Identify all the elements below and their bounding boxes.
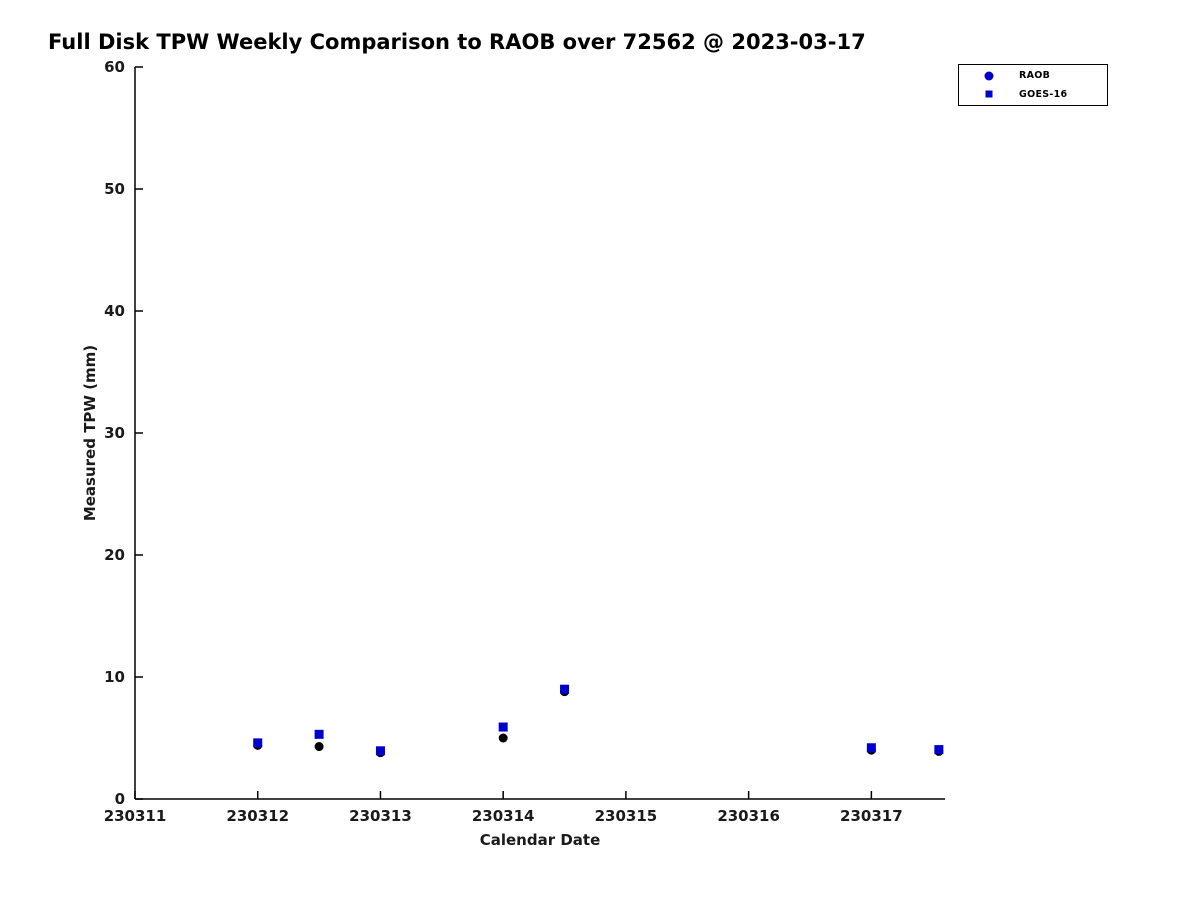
legend-item-goes16: GOES-16 (959, 86, 1107, 102)
data-point-goes16 (934, 745, 944, 755)
data-point-goes16 (314, 729, 324, 739)
chart-title: Full Disk TPW Weekly Comparison to RAOB … (48, 30, 866, 54)
data-point-goes16 (253, 738, 263, 748)
y-tick-label: 40 (104, 302, 125, 320)
x-tick-label: 230314 (472, 807, 535, 825)
legend-label-raob: RAOB (1019, 70, 1051, 82)
y-tick-label: 60 (104, 58, 125, 76)
y-tick-label: 10 (104, 668, 125, 686)
x-tick-label: 230311 (104, 807, 167, 825)
x-tick-label: 230313 (349, 807, 412, 825)
x-tick-label: 230316 (717, 807, 780, 825)
y-tick-label: 20 (104, 546, 125, 564)
legend: RAOB GOES-16 (958, 64, 1108, 106)
data-point-raob (498, 733, 508, 743)
y-tick-label: 30 (104, 424, 125, 442)
y-axis-label: Measured TPW (mm) (81, 344, 99, 522)
x-tick-label: 230315 (595, 807, 658, 825)
legend-label-goes16: GOES-16 (1019, 88, 1068, 100)
y-tick-label: 50 (104, 180, 125, 198)
x-tick-label: 230312 (226, 807, 289, 825)
raob-marker-icon (959, 70, 1019, 82)
goes16-marker-icon (959, 88, 1019, 100)
data-point-goes16 (498, 722, 508, 732)
y-tick-label: 0 (115, 790, 125, 808)
x-tick-label: 230317 (840, 807, 903, 825)
data-point-goes16 (375, 746, 385, 756)
legend-item-raob: RAOB (959, 68, 1107, 84)
data-point-raob (314, 742, 324, 752)
data-point-goes16 (866, 743, 876, 753)
x-axis-label: Calendar Date (479, 831, 601, 849)
data-point-goes16 (560, 684, 570, 694)
